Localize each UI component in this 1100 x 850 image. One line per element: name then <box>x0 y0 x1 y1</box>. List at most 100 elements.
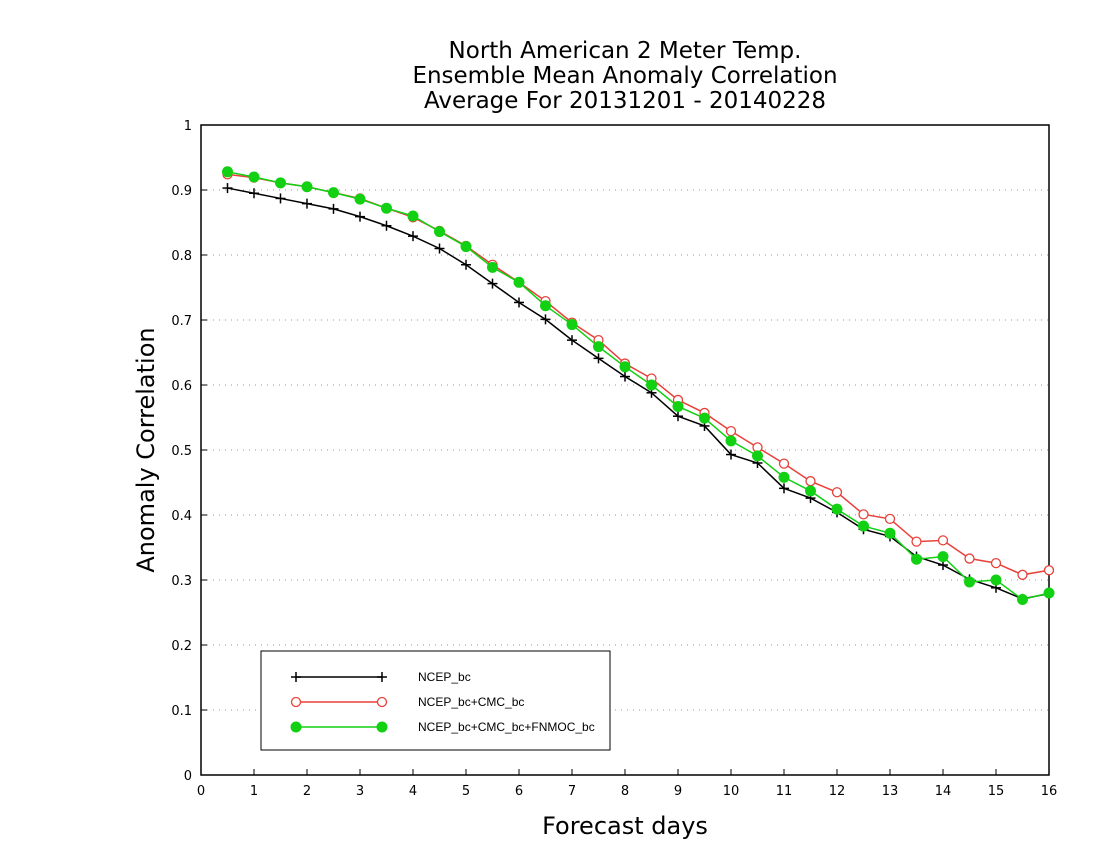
data-point <box>408 231 418 242</box>
data-point <box>990 574 1002 586</box>
series-2 <box>222 169 1055 580</box>
legend-label: NCEP_bc+CMC_bc <box>418 695 524 709</box>
data-point <box>619 361 631 373</box>
data-point <box>964 576 975 588</box>
data-point <box>301 181 313 193</box>
x-tick-label: 3 <box>356 784 364 799</box>
data-point <box>726 449 736 460</box>
legend-marker <box>377 672 387 682</box>
y-tick-label: 1 <box>184 119 192 134</box>
series-line <box>227 173 1050 576</box>
data-point <box>778 458 790 469</box>
y-tick-label: 0.2 <box>171 639 192 654</box>
data-point <box>937 535 949 546</box>
x-tick-label: 5 <box>462 784 470 799</box>
x-axis-ticks: 0 1 2 3 4 5 6 7 8 9 10 11 12 13 14 15 16 <box>197 769 1057 799</box>
data-point <box>460 241 472 253</box>
series-line <box>227 171 1050 601</box>
x-tick-label: 11 <box>776 784 793 799</box>
data-point <box>725 435 737 447</box>
data-point <box>302 198 312 209</box>
data-point <box>990 557 1002 569</box>
legend-entry: NCEP_bc+CMC_bc <box>290 695 524 709</box>
data-point <box>249 188 259 199</box>
data-point <box>487 261 498 273</box>
legend-marker <box>290 696 302 708</box>
legend-label: NCEP_bc <box>418 670 471 684</box>
data-point <box>355 211 365 222</box>
title-line-1: North American 2 Meter Temp. <box>449 38 802 64</box>
legend-label: NCEP_bc+CMC_bc+FNMOC_bc <box>418 720 595 734</box>
data-point <box>381 220 392 231</box>
data-point <box>858 509 869 520</box>
x-axis-title: Forecast days <box>542 812 708 840</box>
data-point <box>1017 569 1028 580</box>
data-point <box>540 300 551 312</box>
x-tick-label: 2 <box>303 784 311 799</box>
legend-entry: NCEP_bc+CMC_bc+FNMOC_bc <box>290 720 595 734</box>
data-point <box>487 278 498 289</box>
legend-marker <box>376 696 388 708</box>
y-tick-label: 0.3 <box>171 574 192 589</box>
data-point <box>514 297 524 308</box>
data-point <box>1017 594 1028 605</box>
legend-entry: NCEP_bc <box>291 670 471 684</box>
y-tick-label: 0 <box>184 769 192 784</box>
data-point <box>567 335 577 346</box>
x-tick-label: 8 <box>621 784 629 799</box>
y-tick-label: 0.6 <box>171 379 192 394</box>
title-line-3: Average For 20131201 - 20140228 <box>424 88 826 114</box>
data-point <box>275 177 286 189</box>
y-tick-label: 0.8 <box>171 249 192 264</box>
x-tick-label: 12 <box>829 784 846 799</box>
data-point <box>434 243 445 254</box>
x-tick-label: 9 <box>674 784 682 799</box>
data-point <box>620 371 630 382</box>
y-tick-label: 0.5 <box>171 444 192 459</box>
data-point <box>964 553 975 564</box>
series-line <box>227 187 1050 600</box>
data-point <box>540 314 551 325</box>
data-point <box>831 503 843 515</box>
y-tick-label: 0.9 <box>171 184 192 199</box>
x-tick-label: 4 <box>409 784 417 799</box>
legend: NCEP_bc NCEP_bc+CMC_bc NCEP_bc+CMC_bc+FNMO… <box>260 650 611 751</box>
data-point <box>858 520 869 532</box>
data-point <box>1043 565 1055 576</box>
data-point <box>461 259 471 270</box>
title-line-2: Ensemble Mean Anomaly Correlation <box>412 63 837 89</box>
data-point <box>805 485 816 497</box>
data-point <box>725 425 737 437</box>
data-point <box>434 226 445 238</box>
data-point <box>831 487 843 498</box>
x-tick-label: 15 <box>988 784 1005 799</box>
data-point <box>911 553 922 565</box>
data-point <box>699 412 710 424</box>
data-point <box>884 513 896 525</box>
data-point <box>328 187 339 199</box>
x-tick-label: 6 <box>515 784 523 799</box>
data-point <box>354 193 366 205</box>
x-tick-label: 14 <box>935 784 952 799</box>
data-point <box>407 210 419 222</box>
data-point <box>328 203 339 214</box>
data-point <box>911 536 922 547</box>
y-tick-label: 0.1 <box>171 704 192 719</box>
x-tick-label: 7 <box>568 784 576 799</box>
y-tick-label: 0.4 <box>171 509 192 524</box>
legend-marker <box>291 672 301 682</box>
data-point <box>513 276 525 288</box>
data-point <box>566 319 578 331</box>
chart-title: North American 2 Meter Temp.Ensemble Mea… <box>412 38 837 114</box>
data-point <box>275 193 286 204</box>
data-point <box>884 527 896 539</box>
y-axis-title: Anomaly Correlation <box>132 327 160 572</box>
data-point <box>672 400 684 412</box>
data-point <box>778 471 790 483</box>
x-tick-label: 10 <box>723 784 740 799</box>
data-point <box>222 183 233 194</box>
legend-marker <box>376 721 388 733</box>
y-tick-label: 0.7 <box>171 314 192 329</box>
x-tick-label: 16 <box>1041 784 1058 799</box>
